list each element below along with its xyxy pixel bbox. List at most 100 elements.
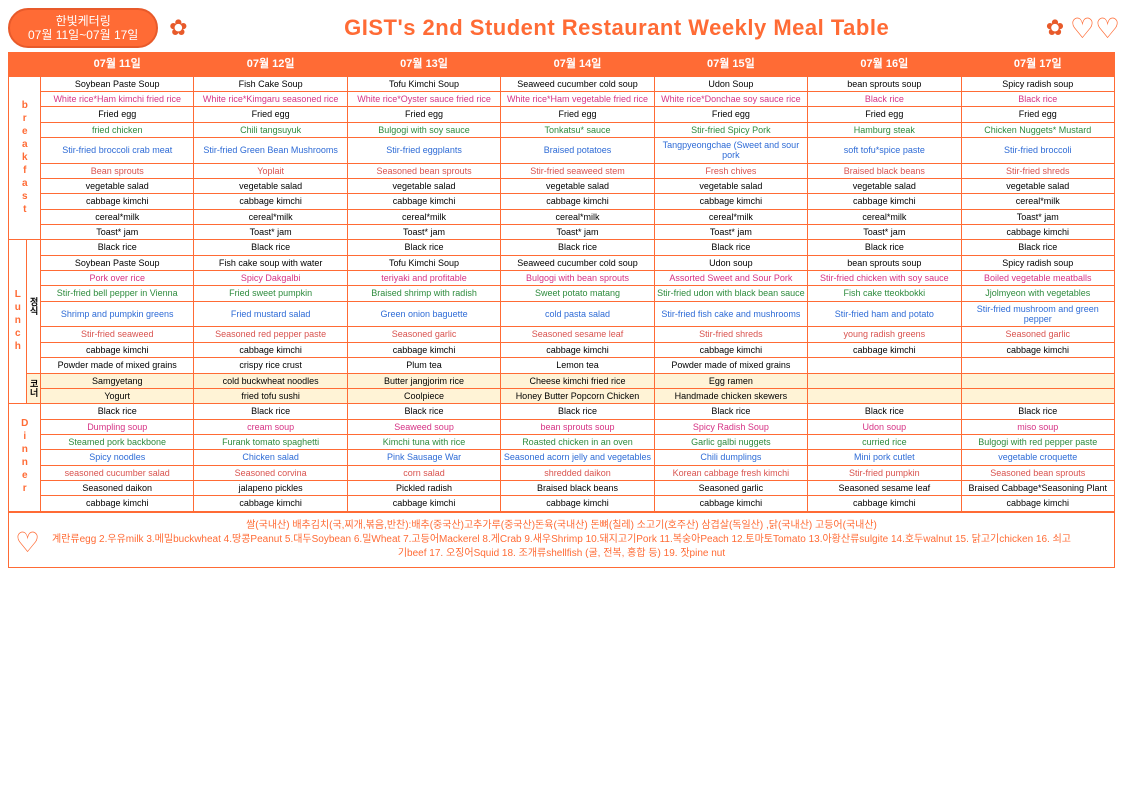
header: 한빛케터링 07월 11일~07월 17일 ✿ GIST's 2nd Stude… xyxy=(8,8,1115,48)
meal-row: Bean sproutsYoplaitSeasoned bean sprouts… xyxy=(9,163,1115,178)
meal-row: Stir-fried seaweedSeasoned red pepper pa… xyxy=(9,327,1115,342)
meal-cell: cereal*milk xyxy=(41,209,194,224)
meal-row: Soybean Paste SoupFish cake soup with wa… xyxy=(9,255,1115,270)
meal-cell: fried chicken xyxy=(41,122,194,137)
meal-cell: Black rice xyxy=(501,404,654,419)
meal-cell: Stir-fried broccoli xyxy=(961,138,1114,164)
date-header: 07월 13일 xyxy=(347,53,500,77)
meal-row: Steamed pork backboneFurank tomato spagh… xyxy=(9,434,1115,449)
meal-cell: Kimchi tuna with rice xyxy=(347,434,500,449)
meal-cell: teriyaki and profitable xyxy=(347,271,500,286)
badge-daterange: 07월 11일~07월 17일 xyxy=(28,28,138,42)
meal-row: Toast* jamToast* jamToast* jamToast* jam… xyxy=(9,225,1115,240)
meal-cell: Toast* jam xyxy=(808,225,961,240)
meal-cell: Seasoned garlic xyxy=(961,327,1114,342)
meal-row: cereal*milkcereal*milkcereal*milkcereal*… xyxy=(9,209,1115,224)
meal-cell: Fried mustard salad xyxy=(194,301,347,327)
meal-row: Fried eggFried eggFried eggFried eggFrie… xyxy=(9,107,1115,122)
meal-cell: Plum tea xyxy=(347,358,500,373)
meal-cell: Shrimp and pumpkin greens xyxy=(41,301,194,327)
meal-row: breakfastSoybean Paste SoupFish Cake Sou… xyxy=(9,76,1115,91)
meal-cell: vegetable salad xyxy=(194,179,347,194)
meal-cell: Black rice xyxy=(654,404,807,419)
meal-cell: Seaweed cucumber cold soup xyxy=(501,255,654,270)
meal-cell: cereal*milk xyxy=(808,209,961,224)
meal-row: Powder made of mixed grainscrispy rice c… xyxy=(9,358,1115,373)
meal-cell: Black rice xyxy=(961,91,1114,106)
dinner-label: Dinner xyxy=(9,404,41,511)
meal-cell: Chili dumplings xyxy=(654,450,807,465)
meal-cell: miso soup xyxy=(961,419,1114,434)
meal-cell: Bulgogi with red pepper paste xyxy=(961,434,1114,449)
meal-cell: Fried egg xyxy=(501,107,654,122)
meal-cell: Tofu Kimchi Soup xyxy=(347,76,500,91)
meal-cell: Fried egg xyxy=(961,107,1114,122)
meal-row: Yogurtfried tofu sushiCoolpieceHoney But… xyxy=(9,388,1115,403)
meal-cell: Butter jangjorim rice xyxy=(347,373,500,388)
meal-cell: Toast* jam xyxy=(501,225,654,240)
date-header: 07월 16일 xyxy=(808,53,961,77)
meal-cell: Bean sprouts xyxy=(41,163,194,178)
meal-cell: Seasoned bean sprouts xyxy=(961,465,1114,480)
meal-cell: Handmade chicken skewers xyxy=(654,388,807,403)
meal-cell: cereal*milk xyxy=(654,209,807,224)
meal-cell: Stir-fried pumpkin xyxy=(808,465,961,480)
meal-cell: Black rice xyxy=(194,404,347,419)
meal-row: Dumpling soupcream soupSeaweed soupbean … xyxy=(9,419,1115,434)
meal-cell: Black rice xyxy=(347,240,500,255)
meal-cell: Fried egg xyxy=(194,107,347,122)
date-header: 07월 17일 xyxy=(961,53,1114,77)
meal-cell: vegetable croquette xyxy=(961,450,1114,465)
meal-cell: Powder made of mixed grains xyxy=(41,358,194,373)
meal-cell: Fried egg xyxy=(808,107,961,122)
meal-cell: cabbage kimchi xyxy=(501,342,654,357)
meal-row: cabbage kimchicabbage kimchicabbage kimc… xyxy=(9,342,1115,357)
meal-cell: Black rice xyxy=(808,404,961,419)
meal-cell: corn salad xyxy=(347,465,500,480)
date-header: 07월 12일 xyxy=(194,53,347,77)
meal-cell: Dumpling soup xyxy=(41,419,194,434)
meal-cell: Hamburg steak xyxy=(808,122,961,137)
meal-cell: Powder made of mixed grains xyxy=(654,358,807,373)
meal-cell xyxy=(961,388,1114,403)
meal-cell: cabbage kimchi xyxy=(194,194,347,209)
meal-cell: Sweet potato matang xyxy=(501,286,654,301)
footer-origin: ♡ 쌀(국내산) 배추김치(국,찌개,볶음,반찬):배추(중국산)고추가루(중국… xyxy=(8,512,1115,568)
meal-cell: Pork over rice xyxy=(41,271,194,286)
meal-cell: Black rice xyxy=(961,404,1114,419)
meal-cell: Chili tangsuyuk xyxy=(194,122,347,137)
meal-cell: cabbage kimchi xyxy=(501,194,654,209)
meal-cell: White rice*Oyster sauce fried rice xyxy=(347,91,500,106)
meal-row: cabbage kimchicabbage kimchicabbage kimc… xyxy=(9,496,1115,511)
meal-cell: Pickled radish xyxy=(347,480,500,495)
meal-cell: curried rice xyxy=(808,434,961,449)
meal-cell: Samgyetang xyxy=(41,373,194,388)
meal-row: 코너Samgyetangcold buckwheat noodlesButter… xyxy=(9,373,1115,388)
meal-cell: Coolpiece xyxy=(347,388,500,403)
meal-cell: Toast* jam xyxy=(41,225,194,240)
meal-cell: Lemon tea xyxy=(501,358,654,373)
meal-cell: fried tofu sushi xyxy=(194,388,347,403)
meal-cell: White rice*Ham kimchi fried rice xyxy=(41,91,194,106)
meal-cell: cabbage kimchi xyxy=(961,496,1114,511)
meal-cell: Furank tomato spaghetti xyxy=(194,434,347,449)
heart-icon: ♡♡ xyxy=(1075,8,1115,48)
meal-cell: Black rice xyxy=(41,404,194,419)
meal-cell: Black rice xyxy=(808,240,961,255)
meal-cell: Black rice xyxy=(41,240,194,255)
meal-cell: cabbage kimchi xyxy=(41,342,194,357)
meal-cell: cabbage kimchi xyxy=(961,225,1114,240)
meal-cell: cabbage kimchi xyxy=(347,194,500,209)
meal-cell: Stir-fried Green Bean Mushrooms xyxy=(194,138,347,164)
meal-row: Stir-fried bell pepper in ViennaFried sw… xyxy=(9,286,1115,301)
meal-cell: shredded daikon xyxy=(501,465,654,480)
meal-cell: Fried sweet pumpkin xyxy=(194,286,347,301)
meal-cell xyxy=(808,388,961,403)
meal-cell: Braised potatoes xyxy=(501,138,654,164)
meal-cell: Cheese kimchi fried rice xyxy=(501,373,654,388)
meal-cell: cabbage kimchi xyxy=(194,342,347,357)
meal-cell: Green onion baguette xyxy=(347,301,500,327)
meal-cell: bean sprouts soup xyxy=(808,76,961,91)
meal-cell: vegetable salad xyxy=(961,179,1114,194)
meal-cell: Black rice xyxy=(808,91,961,106)
